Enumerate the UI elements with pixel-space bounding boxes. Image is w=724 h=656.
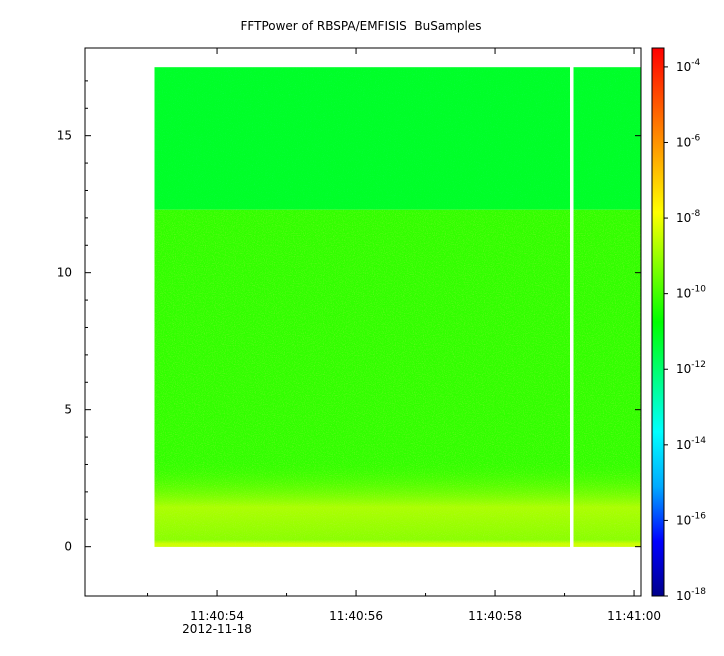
colorbar-ticks: 10-4 10-6 10-8 10-10 10-12 10-14 10-16 10-18 bbox=[664, 58, 706, 603]
spectrogram-layer bbox=[154, 66, 641, 548]
colorbar-tick-label: 10-8 bbox=[676, 209, 701, 225]
x-tick-label: 11:40:56 bbox=[329, 609, 383, 623]
plot-frame bbox=[84, 47, 642, 597]
x-tick-label: 11:40:58 bbox=[468, 609, 522, 623]
plot-area bbox=[154, 66, 641, 548]
colorbar-tick-label: 10-12 bbox=[676, 360, 706, 376]
chart-title: FFTPower of RBSPA/EMFISIS BuSamples bbox=[241, 19, 482, 33]
data-gap bbox=[570, 66, 574, 548]
noise-texture-upper bbox=[154, 67, 641, 210]
y-axis: 0 5 10 15 bbox=[57, 80, 641, 554]
x-tick-label: 11:40:54 bbox=[190, 609, 244, 623]
colorbar-tick-label: 10-10 bbox=[676, 285, 706, 301]
colorbar-gradient bbox=[651, 47, 665, 597]
colorbar-tick-label: 10-6 bbox=[676, 133, 701, 149]
y-tick-label: 0 bbox=[64, 540, 72, 554]
colorbar: 10-4 10-6 10-8 10-10 10-12 10-14 10-16 10-18 bbox=[651, 47, 706, 603]
colorbar-tick-label: 10-18 bbox=[676, 587, 706, 603]
y-tick-label: 10 bbox=[57, 266, 72, 280]
y-tick-label: 5 bbox=[64, 403, 72, 417]
x-date-label: 2012-11-18 bbox=[182, 622, 252, 636]
colorbar-tick-label: 10-16 bbox=[676, 511, 706, 527]
noise-texture bbox=[154, 209, 641, 547]
colorbar-tick-label: 10-14 bbox=[676, 436, 706, 452]
x-tick-label: 11:41:00 bbox=[607, 609, 661, 623]
y-tick-label: 15 bbox=[57, 129, 72, 143]
colorbar-tick-label: 10-4 bbox=[676, 58, 701, 74]
